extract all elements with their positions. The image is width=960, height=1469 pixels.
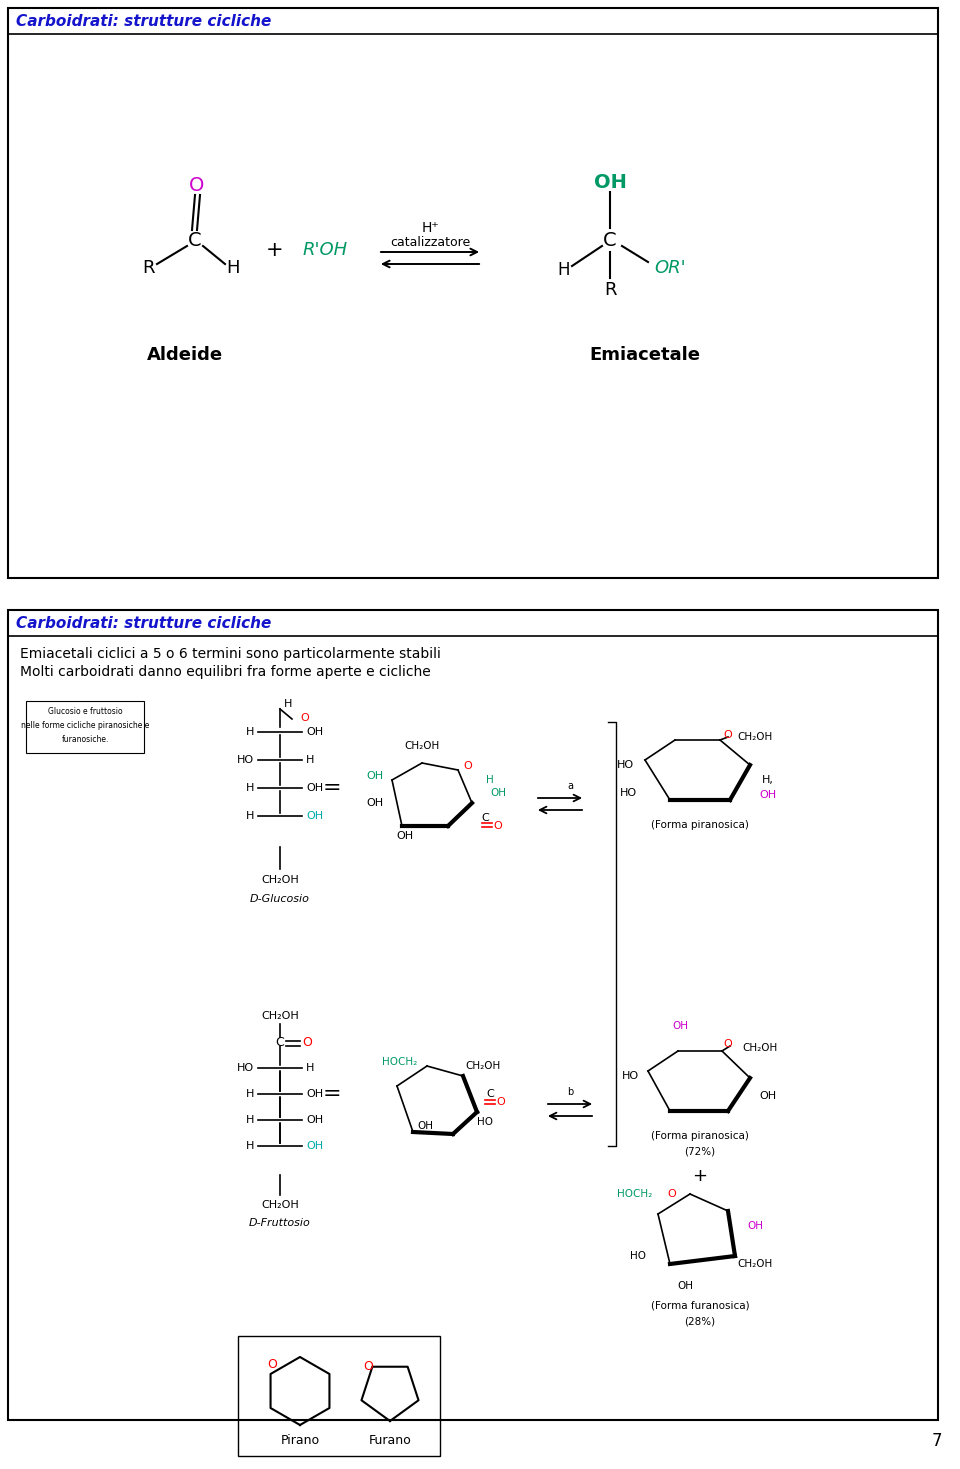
Text: HO: HO <box>619 787 636 798</box>
Text: OH: OH <box>306 727 324 737</box>
Text: H: H <box>558 261 570 279</box>
Text: OH: OH <box>417 1121 433 1131</box>
Text: R'OH: R'OH <box>302 241 348 259</box>
Text: R: R <box>604 281 616 300</box>
Text: Pirano: Pirano <box>280 1435 320 1447</box>
Text: HO: HO <box>237 1064 254 1072</box>
Text: HOCH₂: HOCH₂ <box>382 1058 418 1066</box>
Text: =: = <box>323 779 342 798</box>
Text: nelle forme cicliche piranosiche e: nelle forme cicliche piranosiche e <box>21 720 149 730</box>
Text: OH: OH <box>759 1091 777 1100</box>
Text: catalizzatore: catalizzatore <box>390 235 470 248</box>
Text: H: H <box>486 776 493 784</box>
Text: Furano: Furano <box>369 1435 412 1447</box>
Text: +: + <box>692 1166 708 1185</box>
Text: O: O <box>724 730 732 740</box>
Text: CH₂OH: CH₂OH <box>261 1011 299 1021</box>
Text: Emiacetale: Emiacetale <box>589 347 701 364</box>
Text: CH₂OH: CH₂OH <box>742 1043 778 1053</box>
Text: D-Glucosio: D-Glucosio <box>250 895 310 903</box>
Text: CH₂OH: CH₂OH <box>737 1259 773 1269</box>
Text: O: O <box>267 1359 276 1372</box>
Text: OH: OH <box>747 1221 763 1231</box>
Text: HO: HO <box>630 1252 646 1260</box>
Text: R: R <box>143 259 156 278</box>
Text: H: H <box>246 783 254 793</box>
Text: O: O <box>464 761 472 771</box>
Text: HO: HO <box>237 755 254 765</box>
Text: furanosiche.: furanosiche. <box>61 734 108 743</box>
Text: HO: HO <box>477 1116 493 1127</box>
Text: Carboidrati: strutture cicliche: Carboidrati: strutture cicliche <box>16 13 272 28</box>
Text: (Forma piranosica): (Forma piranosica) <box>651 1131 749 1141</box>
Text: HO: HO <box>616 759 634 770</box>
Text: Molti carboidrati danno equilibri fra forme aperte e cicliche: Molti carboidrati danno equilibri fra fo… <box>20 665 431 679</box>
Text: OH: OH <box>759 790 777 801</box>
Text: H: H <box>227 259 240 278</box>
Text: OH: OH <box>306 1089 324 1099</box>
Text: O: O <box>496 1097 505 1108</box>
Text: (72%): (72%) <box>684 1146 715 1156</box>
Text: D-Fruttosio: D-Fruttosio <box>250 1218 311 1228</box>
Text: O: O <box>302 1037 312 1049</box>
Text: H: H <box>246 1089 254 1099</box>
Text: H: H <box>306 1064 314 1072</box>
Text: a: a <box>567 782 573 790</box>
Text: HOCH₂: HOCH₂ <box>617 1188 653 1199</box>
Text: b: b <box>566 1087 573 1097</box>
Text: Glucosio e fruttosio: Glucosio e fruttosio <box>48 707 122 715</box>
Text: CH₂OH: CH₂OH <box>737 732 773 742</box>
Text: H: H <box>284 699 293 710</box>
Text: CH₂OH: CH₂OH <box>466 1061 500 1071</box>
Text: OR': OR' <box>654 259 685 278</box>
Text: O: O <box>724 1039 732 1049</box>
Text: OH: OH <box>367 771 384 782</box>
Text: OH: OH <box>672 1021 688 1031</box>
Text: OH: OH <box>396 831 414 840</box>
Text: H,: H, <box>762 776 774 784</box>
Text: (Forma furanosica): (Forma furanosica) <box>651 1302 750 1310</box>
Text: C: C <box>603 231 617 250</box>
Text: OH: OH <box>367 798 384 808</box>
Text: 7: 7 <box>931 1432 942 1450</box>
Text: H: H <box>246 1141 254 1152</box>
Text: =: = <box>323 1084 342 1105</box>
Text: OH: OH <box>306 783 324 793</box>
Text: OH: OH <box>490 787 506 798</box>
Bar <box>26 701 144 754</box>
Text: +: + <box>266 239 284 260</box>
Bar <box>8 610 938 1421</box>
Text: OH: OH <box>677 1281 693 1291</box>
Text: C: C <box>481 812 489 823</box>
Text: O: O <box>493 821 502 831</box>
Text: O: O <box>189 175 204 194</box>
Text: C: C <box>486 1089 493 1099</box>
Text: O: O <box>363 1359 372 1372</box>
Text: Emiacetali ciclici a 5 o 6 termini sono particolarmente stabili: Emiacetali ciclici a 5 o 6 termini sono … <box>20 646 441 661</box>
Text: HO: HO <box>621 1071 638 1081</box>
Text: (28%): (28%) <box>684 1316 715 1327</box>
Text: OH: OH <box>306 1115 324 1125</box>
Bar <box>8 7 938 577</box>
Text: H: H <box>246 811 254 821</box>
Text: CH₂OH: CH₂OH <box>261 876 299 884</box>
Text: Aldeide: Aldeide <box>147 347 223 364</box>
Text: Carboidrati: strutture cicliche: Carboidrati: strutture cicliche <box>16 616 272 630</box>
Text: C: C <box>188 231 202 250</box>
Text: H: H <box>246 727 254 737</box>
Text: O: O <box>667 1188 677 1199</box>
Text: OH: OH <box>593 172 627 191</box>
Text: H⁺: H⁺ <box>421 220 439 235</box>
Bar <box>238 1335 440 1456</box>
Text: C: C <box>276 1036 284 1049</box>
Text: O: O <box>300 712 309 723</box>
Text: OH: OH <box>306 811 324 821</box>
Text: H: H <box>246 1115 254 1125</box>
Text: (Forma piranosica): (Forma piranosica) <box>651 820 749 830</box>
Text: H: H <box>306 755 314 765</box>
Text: OH: OH <box>306 1141 324 1152</box>
Text: CH₂OH: CH₂OH <box>404 740 440 751</box>
Text: CH₂OH: CH₂OH <box>261 1200 299 1210</box>
